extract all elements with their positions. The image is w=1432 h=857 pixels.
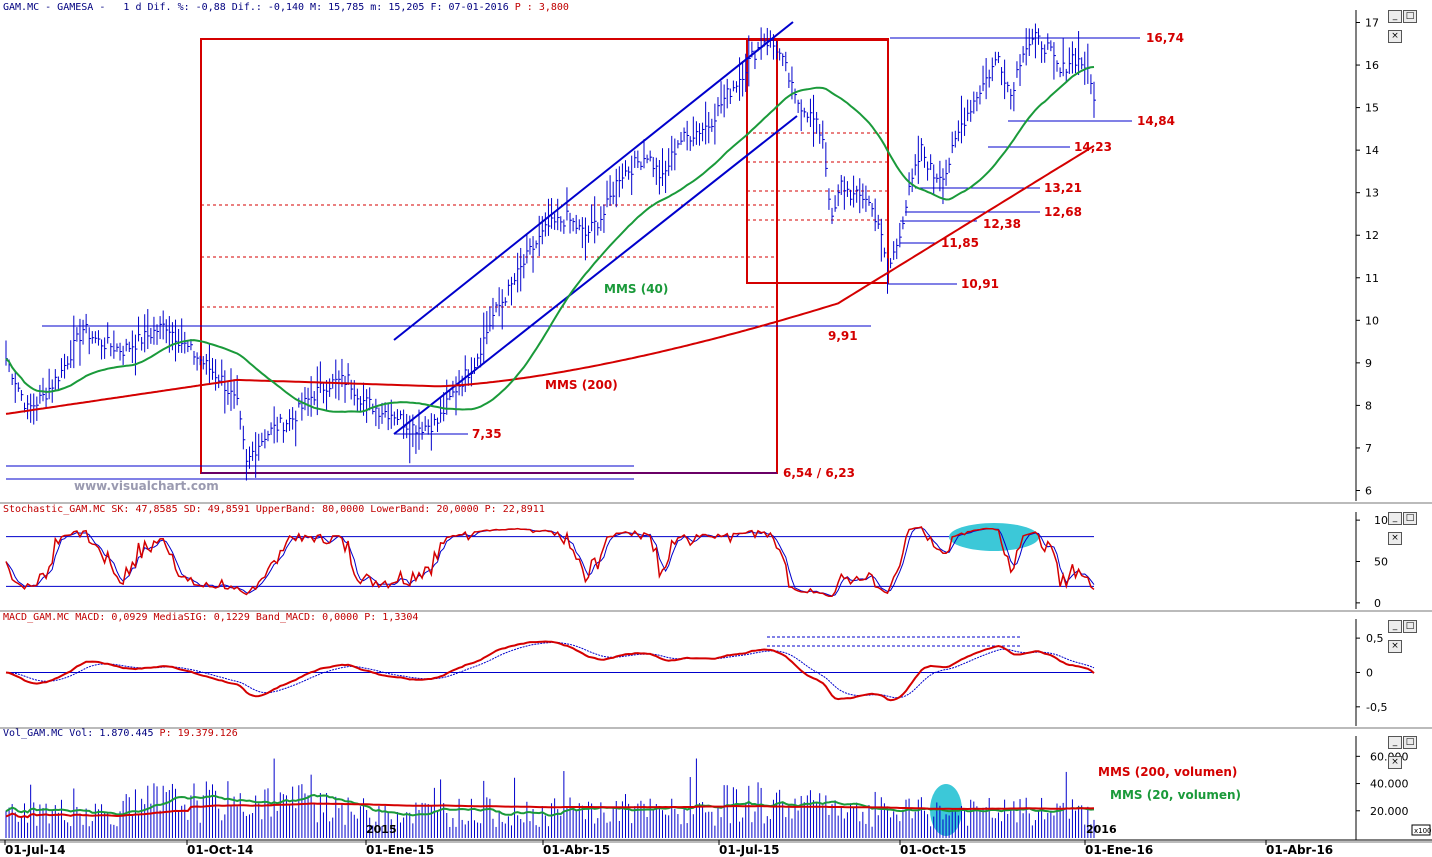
minimize-icon[interactable]: _ <box>1388 512 1402 525</box>
level-label: 7,35 <box>472 427 502 441</box>
mms-40-line <box>5 66 1095 413</box>
y-tick-label: 0,5 <box>1366 632 1384 645</box>
maximize-icon[interactable]: □ <box>1403 620 1417 633</box>
maximize-icon[interactable]: □ <box>1403 512 1417 525</box>
y-tick-label: 12 <box>1365 229 1379 242</box>
level-label: 9,91 <box>828 329 858 343</box>
y-tick-label: 10 <box>1365 314 1379 327</box>
close-icon[interactable]: × <box>1388 532 1402 545</box>
x-tick-label: 01-Ene-16 <box>1085 843 1153 857</box>
volume-mms-200-label: MMS (200, volumen) <box>1098 765 1237 779</box>
mms-200-label: MMS (200) <box>545 378 618 392</box>
volume-bars <box>5 758 1095 838</box>
stochastic-sk-line <box>5 526 1095 598</box>
y-tick-label: 50 <box>1374 556 1388 569</box>
stochastic-window-controls[interactable]: _ □× <box>1388 505 1430 545</box>
maximize-icon[interactable]: □ <box>1403 736 1417 749</box>
volume-panel-header: Vol_GAM.MC Vol: 1.870.445 P: 19.379.126 <box>3 728 238 739</box>
minimize-icon[interactable]: _ <box>1388 10 1402 23</box>
level-label: 13,21 <box>1044 181 1082 195</box>
volume-mms-20-label: MMS (20, volumen) <box>1110 788 1241 802</box>
x-tick-label: 01-Abr-15 <box>543 843 610 857</box>
year-label: 2016 <box>1086 823 1117 836</box>
price-bars <box>5 23 1096 481</box>
volume-mms-200-line <box>5 802 1095 819</box>
annotation-layer <box>6 21 1140 480</box>
volume-unit-label: x100 <box>1414 827 1432 835</box>
y-tick-label: 0 <box>1366 666 1373 679</box>
y-tick-label: -0,5 <box>1366 701 1387 714</box>
year-label: 2015 <box>366 823 397 836</box>
y-tick-label: 6 <box>1365 484 1372 497</box>
x-tick-label: 01-Ene-15 <box>366 843 434 857</box>
y-tick-label: 11 <box>1365 272 1379 285</box>
x-tick-label: 01-Abr-16 <box>1266 843 1333 857</box>
macd-signal-line <box>5 642 1095 699</box>
channel-lower <box>393 115 798 435</box>
x-axis <box>0 839 1432 845</box>
stochastic-highlight <box>949 523 1039 551</box>
y-tick-label: 13 <box>1365 187 1379 200</box>
x-tick-label: 01-Jul-14 <box>5 843 65 857</box>
close-icon[interactable]: × <box>1388 30 1402 43</box>
y-tick-label: 0 <box>1374 597 1381 610</box>
mms-200-line <box>5 145 1095 415</box>
maximize-icon[interactable]: □ <box>1403 10 1417 23</box>
price-window-controls[interactable]: _ □× <box>1388 3 1430 43</box>
x-tick-label: 01-Oct-15 <box>900 843 966 857</box>
price-panel-header: GAM.MC - GAMESA - 1 d Dif. %: -0,88 Dif.… <box>3 2 569 13</box>
y-tick-label: 40.000 <box>1370 778 1409 791</box>
watermark: www.visualchart.com <box>74 479 219 493</box>
y-tick-label: 16 <box>1365 59 1379 72</box>
y-tick-label: 20.000 <box>1370 805 1409 818</box>
close-icon[interactable]: × <box>1388 756 1402 769</box>
macd-panel-header: MACD_GAM.MC MACD: 0,0929 MediaSIG: 0,122… <box>3 612 419 623</box>
level-label: 14,84 <box>1137 114 1175 128</box>
macd-window-controls[interactable]: _ □× <box>1388 613 1430 653</box>
stochastic-panel-header: Stochastic_GAM.MC SK: 47,8585 SD: 49,859… <box>3 504 545 515</box>
level-label: 6,54 / 6,23 <box>783 466 855 480</box>
level-label: 16,74 <box>1146 31 1184 45</box>
channel-upper <box>393 21 794 341</box>
level-label: 11,85 <box>941 236 979 250</box>
x-tick-label: 01-Oct-14 <box>187 843 253 857</box>
y-tick-label: 7 <box>1365 442 1372 455</box>
y-tick-label: 8 <box>1365 399 1372 412</box>
y-tick-label: 15 <box>1365 102 1379 115</box>
minimize-icon[interactable]: _ <box>1388 736 1402 749</box>
y-tick-label: 17 <box>1365 17 1379 30</box>
level-label: 12,38 <box>983 217 1021 231</box>
volume-window-controls[interactable]: _ □× <box>1388 729 1430 769</box>
close-icon[interactable]: × <box>1388 640 1402 653</box>
y-tick-label: 14 <box>1365 144 1379 157</box>
minimize-icon[interactable]: _ <box>1388 620 1402 633</box>
y-tick-label: 9 <box>1365 357 1372 370</box>
correction-box <box>746 38 889 284</box>
macd-line <box>5 640 1095 702</box>
level-label: 12,68 <box>1044 205 1082 219</box>
mms-40-label: MMS (40) <box>604 282 668 296</box>
x-tick-label: 01-Jul-15 <box>719 843 779 857</box>
unit-box <box>1411 824 1431 836</box>
level-label: 10,91 <box>961 277 999 291</box>
volume-mms-20-line <box>5 793 1095 817</box>
